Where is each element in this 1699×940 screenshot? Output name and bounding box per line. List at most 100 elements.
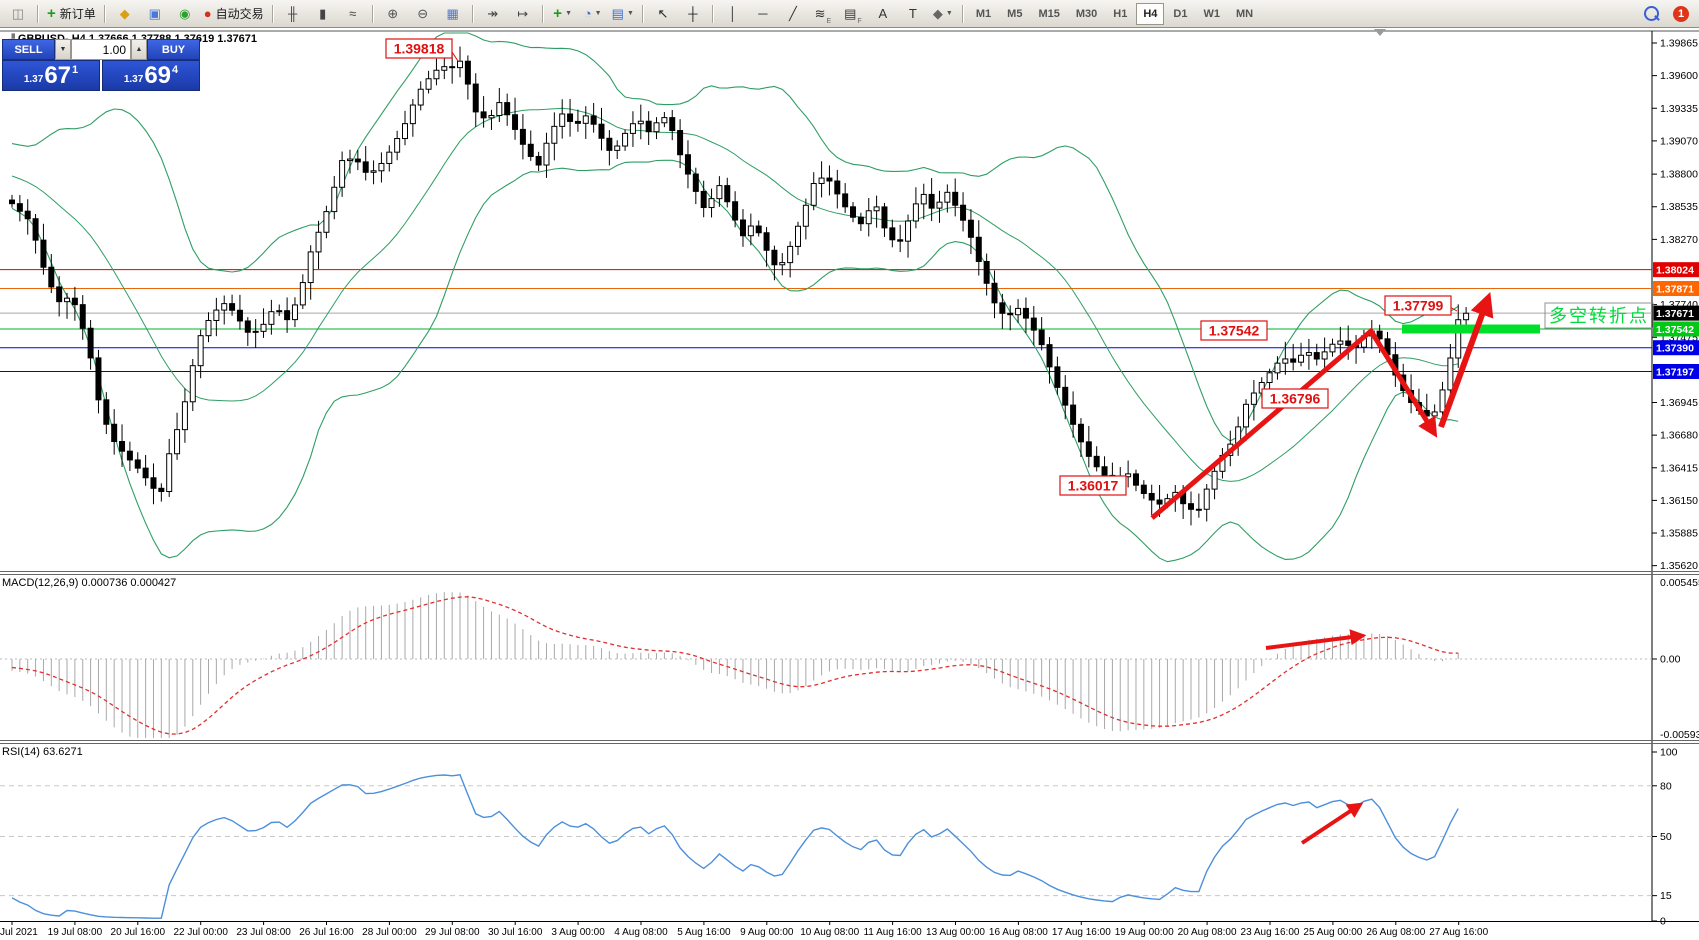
price-annotation-box[interactable] <box>1384 295 1452 316</box>
timeframe-m15-button[interactable]: M15 <box>1038 7 1060 20</box>
time-axis-label[interactable]: 23 Aug 16:00 <box>1241 927 1300 938</box>
autoscroll-icon-glyph: ↠ <box>487 6 499 21</box>
tile-windows-icon[interactable]: ▦ <box>439 2 467 26</box>
timeframe-h4-button[interactable]: H4 <box>1136 2 1165 25</box>
time-axis-label[interactable]: 20 Jul 16:00 <box>111 927 166 938</box>
price-annotation-box[interactable] <box>1200 320 1268 341</box>
time-axis-label[interactable]: 16 Aug 08:00 <box>989 927 1048 938</box>
price-tick-label: 1.36150 <box>1660 495 1698 507</box>
new-order-button[interactable]: + 新订单 <box>44 2 99 26</box>
price-annotation-box[interactable] <box>1059 475 1127 496</box>
candle-body <box>543 142 550 166</box>
volume-decrease-button[interactable]: ▼ <box>55 39 71 60</box>
time-axis-label[interactable]: 11 Aug 16:00 <box>863 927 922 938</box>
time-axis-label[interactable]: 27 Aug 16:00 <box>1429 927 1488 938</box>
horizontal-line-button[interactable]: ─ <box>749 2 777 26</box>
cursor-button[interactable]: ↖ <box>649 2 677 26</box>
trendline-button[interactable]: ╱ <box>779 2 807 26</box>
toolbar-separator <box>711 4 714 23</box>
candle-body <box>1140 484 1147 494</box>
time-axis-label[interactable]: 30 Jul 16:00 <box>488 927 543 938</box>
candle-body <box>464 60 471 85</box>
time-axis-label[interactable]: 10 Aug 08:00 <box>800 927 859 938</box>
time-axis-label[interactable]: 3 Aug 00:00 <box>551 927 605 938</box>
data-window-icon[interactable]: ▣ <box>141 2 169 26</box>
time-axis-label[interactable]: 13 Aug 00:00 <box>926 927 985 938</box>
notifications-icon[interactable]: 1 <box>1667 2 1695 26</box>
candle-body <box>1085 441 1092 457</box>
candle-body <box>582 115 589 124</box>
equidistant-channel-button[interactable]: ≋ E <box>809 2 837 26</box>
toolbar-separator <box>37 4 39 23</box>
collapse-triangle-icon[interactable] <box>1374 29 1386 36</box>
chart-shift-icon[interactable]: ↦ <box>509 2 537 26</box>
fibonacci-button[interactable]: ▤ F <box>839 2 867 26</box>
crosshair-button[interactable]: ┼ <box>679 2 707 26</box>
time-axis-label[interactable]: 16 Jul 2021 <box>0 927 38 938</box>
bar-chart-icon-glyph: ╫ <box>288 6 298 21</box>
volume-increase-button[interactable]: ▲ <box>131 39 147 60</box>
search-icon[interactable] <box>1637 2 1665 26</box>
autoscroll-icon[interactable]: ↠ <box>479 2 507 26</box>
line-chart-icon[interactable]: ≈ <box>339 2 367 26</box>
text-label-button[interactable]: T <box>899 2 927 26</box>
shapes-button[interactable]: ◆ ▼ <box>929 2 957 26</box>
templates-button-dropdown-icon[interactable]: ▼ <box>626 10 634 17</box>
sell-price-button[interactable]: 1.37 67 1 <box>2 60 100 91</box>
sell-button[interactable]: SELL <box>2 39 55 60</box>
buy-price-sup: 4 <box>172 64 179 76</box>
templates-button[interactable]: ▤ ▼ <box>609 2 637 26</box>
volume-input[interactable]: 1.00 <box>71 39 131 60</box>
timeframe-m30-button[interactable]: M30 <box>1075 7 1098 20</box>
time-axis-label[interactable]: 17 Aug 16:00 <box>1052 927 1111 938</box>
candle-body <box>991 282 998 304</box>
time-axis-label[interactable]: 25 Aug 00:00 <box>1303 927 1362 938</box>
prev-toolbar-icon[interactable]: ◫ <box>4 2 32 26</box>
timeframe-mn-button[interactable]: MN <box>1235 7 1254 20</box>
time-axis-label[interactable]: 9 Aug 00:00 <box>740 927 794 938</box>
candle-body <box>457 60 464 69</box>
price-annotation-box[interactable] <box>1261 388 1329 409</box>
text-button[interactable]: A <box>869 2 897 26</box>
timeframe-w1-button[interactable]: W1 <box>1203 7 1220 20</box>
zoom-in-button[interactable]: ⊕ <box>379 2 407 26</box>
time-axis-label[interactable]: 29 Jul 08:00 <box>425 927 480 938</box>
time-axis-label[interactable]: 20 Aug 08:00 <box>1178 927 1237 938</box>
indicators-button-dropdown-icon[interactable]: ▼ <box>565 10 572 17</box>
price-annotation-box[interactable] <box>385 38 453 59</box>
periods-button[interactable]: ◔ ▼ <box>579 2 607 26</box>
bar-chart-icon[interactable]: ╫ <box>279 2 307 26</box>
candle-chart-icon[interactable]: ▮ <box>309 2 337 26</box>
time-axis-label[interactable]: 22 Jul 00:00 <box>173 927 228 938</box>
time-axis-label[interactable]: 26 Aug 08:00 <box>1366 927 1425 938</box>
candle-body <box>975 236 982 262</box>
signals-icon[interactable]: ◉ <box>171 2 199 26</box>
rsi-axis-label: 0 <box>1660 916 1666 928</box>
buy-button[interactable]: BUY <box>147 39 200 60</box>
timeframe-m1-button[interactable]: M1 <box>975 7 992 20</box>
marketwatch-icon[interactable]: ◆ <box>111 2 139 26</box>
autotrading-button[interactable]: ● 自动交易 <box>201 2 267 26</box>
timeframe-d1-button[interactable]: D1 <box>1173 7 1188 20</box>
vertical-line-button[interactable]: │ <box>719 2 747 26</box>
shapes-button-dropdown-icon[interactable]: ▼ <box>945 10 953 17</box>
timeframe-m5-button[interactable]: M5 <box>1007 7 1023 20</box>
time-axis-label[interactable]: 19 Aug 00:00 <box>1115 927 1174 938</box>
time-axis-label[interactable]: 19 Jul 08:00 <box>48 927 103 938</box>
time-axis-label[interactable]: 5 Aug 16:00 <box>677 927 731 938</box>
time-axis-label[interactable]: 28 Jul 00:00 <box>362 927 417 938</box>
buy-price-button[interactable]: 1.37 69 4 <box>102 60 200 91</box>
candle-body <box>1070 404 1077 425</box>
indicators-button[interactable]: + ▼ <box>549 2 577 26</box>
candle-body <box>394 138 401 153</box>
candle-body <box>362 161 369 173</box>
time-axis-label[interactable]: 23 Jul 08:00 <box>236 927 291 938</box>
time-axis-label[interactable]: 26 Jul 16:00 <box>299 927 354 938</box>
timeframe-h1-button[interactable]: H1 <box>1113 7 1128 20</box>
note-box[interactable] <box>1544 302 1654 329</box>
time-axis-label[interactable]: 4 Aug 08:00 <box>614 927 668 938</box>
periods-button-dropdown-icon[interactable]: ▼ <box>594 10 602 17</box>
candle-body <box>119 441 126 452</box>
zoom-out-button[interactable]: ⊖ <box>409 2 437 26</box>
